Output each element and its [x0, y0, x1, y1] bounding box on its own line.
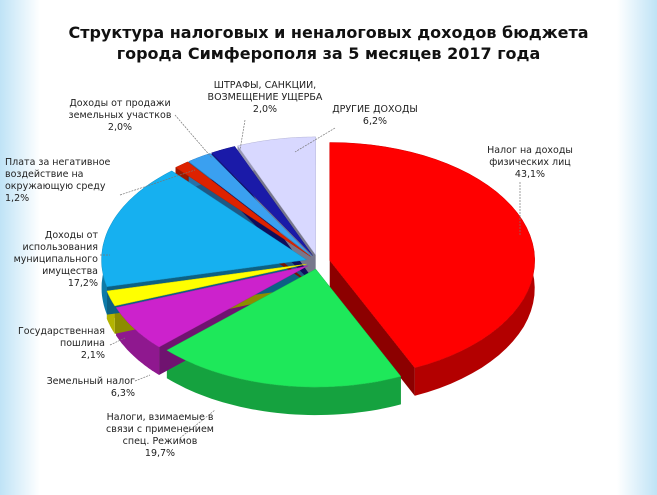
- slice-label: Налоги, взимаемые в связи с применением …: [100, 412, 220, 460]
- value-label: 17,2%: [67, 278, 98, 289]
- slice-label: Земельный налог 6,3%: [20, 376, 135, 400]
- slice: [211, 146, 313, 256]
- slice: [166, 268, 402, 388]
- leader-line: [239, 119, 246, 151]
- value-label: 2,0%: [252, 104, 278, 115]
- value-label: 19,7%: [144, 448, 176, 459]
- value-label: 43,1%: [514, 169, 546, 180]
- leader-line: [109, 337, 126, 346]
- slice-label: Государственная пошлина 2,1%: [5, 326, 105, 362]
- slice: [115, 265, 308, 348]
- value-label: 2,0%: [107, 122, 133, 133]
- slice: [329, 142, 535, 369]
- slice-side: [166, 350, 401, 416]
- category-label: Налоги, взимаемые в связи с применением …: [106, 412, 214, 447]
- slice: [237, 136, 316, 256]
- category-label: Налог на доходы физических лиц: [487, 145, 573, 168]
- leader-line: [294, 127, 336, 153]
- slice: [101, 170, 308, 287]
- slice-label: ШТРАФЫ, САНКЦИИ, ВОЗМЕЩЕНИЕ УЩЕРБА 2,0%: [195, 80, 335, 116]
- category-label: ДРУГИЕ ДОХОДЫ: [332, 104, 418, 115]
- value-label: 1,2%: [5, 193, 30, 204]
- slice: [106, 263, 307, 307]
- leader-line: [174, 114, 213, 159]
- leader-line: [119, 169, 196, 196]
- value-label: 6,2%: [362, 116, 388, 127]
- slice-label: Плата за негативное воздействие на окруж…: [5, 157, 135, 205]
- leader-line: [134, 374, 151, 382]
- pie-tops: [101, 136, 535, 388]
- slice: [188, 153, 312, 257]
- slice-label: Доходы от продажи земельных участков 2,0%: [55, 98, 185, 134]
- slice-label: Налог на доходы физических лиц 43,1%: [470, 145, 590, 181]
- slice-label: ДРУГИЕ ДОХОДЫ 6,2%: [320, 104, 430, 128]
- leader-line: [179, 409, 216, 439]
- category-label: ШТРАФЫ, САНКЦИИ, ВОЗМЕЩЕНИЕ УЩЕРБА: [207, 80, 323, 103]
- slice-wall: [329, 260, 415, 396]
- category-label: Плата за негативное воздействие на окруж…: [5, 157, 111, 192]
- slice-label: Доходы от использования муниципального и…: [0, 230, 98, 290]
- category-label: Доходы от использования муниципального и…: [13, 230, 98, 277]
- slice: [175, 161, 311, 257]
- chart-title: Структура налоговых и неналоговых доходо…: [68, 23, 589, 63]
- category-label: Государственная пошлина: [17, 326, 105, 349]
- value-label: 6,3%: [110, 388, 135, 399]
- category-label: Земельный налог: [46, 376, 135, 387]
- category-label: Доходы от продажи земельных участков: [68, 98, 172, 121]
- value-label: 2,1%: [80, 350, 105, 361]
